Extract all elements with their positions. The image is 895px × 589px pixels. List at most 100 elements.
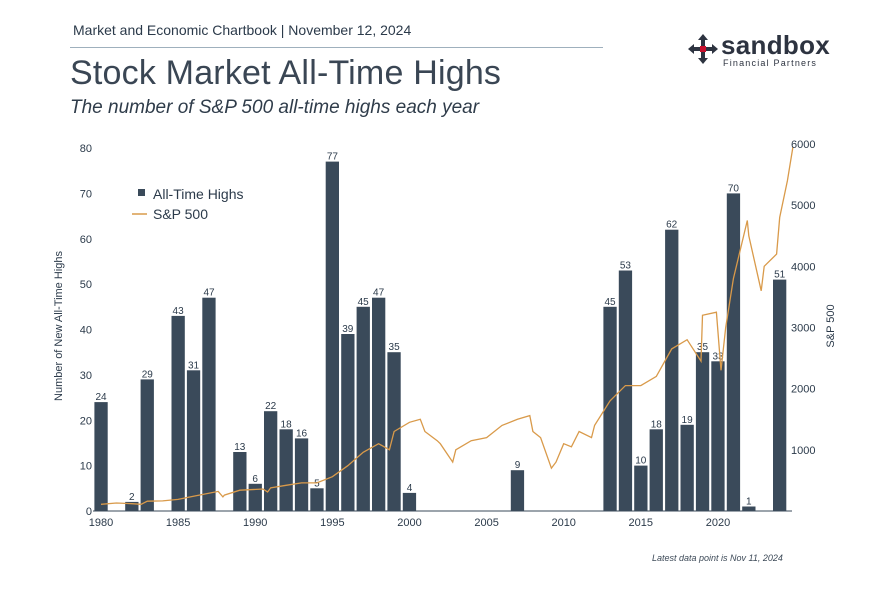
y2-axis-ticks: 1000 2000 3000 4000 5000 6000	[791, 139, 815, 457]
bar-1987	[202, 297, 216, 511]
bar-1995	[325, 161, 339, 511]
bar-label-1999: 35	[389, 342, 401, 353]
bar-label-1996: 39	[342, 324, 354, 335]
bar-2014	[618, 270, 633, 511]
y2-tick-5000: 5000	[791, 200, 815, 212]
bar-1983	[140, 379, 154, 511]
bar-2017	[665, 229, 679, 511]
bar-2000	[402, 492, 417, 511]
logo-name: sandbox	[721, 30, 831, 60]
y-tick-80: 80	[80, 143, 92, 155]
bar-label-1998: 47	[373, 288, 385, 299]
x-tick-1980: 1980	[89, 517, 113, 529]
x-tick-2015: 2015	[629, 517, 653, 529]
bar-label-1994: 5	[314, 478, 320, 489]
bar-1998	[372, 297, 386, 511]
bar-1986	[186, 370, 201, 511]
bar-label-2021: 70	[728, 183, 740, 194]
bar-1982	[125, 501, 139, 511]
chartbook-header: Market and Economic Chartbook | November…	[73, 22, 412, 38]
bar-label-2018: 19	[682, 415, 694, 426]
x-tick-1985: 1985	[166, 517, 190, 529]
bar-2024	[773, 279, 787, 511]
y2-tick-2000: 2000	[791, 384, 815, 396]
bar-label-2000: 4	[407, 483, 413, 494]
y-tick-50: 50	[80, 279, 92, 291]
bar-1985	[171, 315, 185, 511]
y-tick-60: 60	[80, 234, 92, 246]
bar-label-2007: 9	[515, 460, 521, 471]
bar-1993	[294, 438, 309, 511]
bar-2007	[510, 470, 525, 511]
bar-1991	[264, 411, 278, 511]
bar-label-1995: 77	[327, 152, 339, 163]
four-arrows-cross-icon	[688, 34, 718, 64]
x-tick-1990: 1990	[243, 517, 267, 529]
bar-label-1990: 6	[252, 474, 258, 485]
bar-2015	[634, 465, 648, 511]
y-axis-label: Number of New All-Time Highs	[53, 251, 65, 401]
x-tick-2000: 2000	[397, 517, 421, 529]
y-tick-70: 70	[80, 188, 92, 200]
bar-label-2024: 51	[774, 270, 786, 281]
bar-2019	[695, 352, 710, 511]
bar-1992	[279, 429, 293, 511]
bar-label-2020: 33	[712, 351, 724, 362]
logo-tagline: Financial Partners	[723, 58, 818, 68]
y-tick-20: 20	[80, 415, 92, 427]
y-tick-30: 30	[80, 370, 92, 382]
bar-label-1987: 47	[203, 288, 215, 299]
bar-1980	[94, 402, 108, 511]
logo: sandbox Financial Partners	[688, 30, 831, 72]
bar-label-2015: 10	[635, 456, 647, 467]
bar-label-1982: 2	[129, 492, 135, 503]
bar-label-1980: 24	[95, 392, 107, 403]
bar-1996	[341, 334, 355, 511]
bar-2022	[742, 506, 756, 511]
bar-label-2013: 45	[604, 297, 616, 308]
bar-label-2022: 1	[746, 497, 752, 508]
y2-axis-label: S&P 500	[825, 304, 837, 347]
bar-2016	[649, 429, 663, 511]
bar-1997	[356, 306, 370, 511]
footnote: Latest data point is Nov 11, 2024	[652, 553, 783, 563]
bar-series	[94, 161, 787, 511]
bar-label-2016: 18	[651, 419, 663, 430]
legend: All-Time Highs S&P 500	[132, 186, 244, 222]
bar-labels: 2422943314713622181657739454735494553101…	[95, 152, 785, 508]
legend-label-line: S&P 500	[153, 206, 208, 222]
y2-tick-6000: 6000	[791, 139, 815, 151]
x-tick-2010: 2010	[551, 517, 575, 529]
bar-1989	[233, 452, 247, 511]
sp500-line	[100, 146, 794, 505]
bar-label-2019: 35	[697, 342, 709, 353]
y-tick-10: 10	[80, 461, 92, 473]
y2-tick-4000: 4000	[791, 261, 815, 273]
bar-label-2014: 53	[620, 261, 632, 272]
bar-1990	[248, 483, 262, 511]
y-tick-0: 0	[86, 506, 92, 518]
bar-label-1993: 16	[296, 428, 308, 439]
page-subtitle: The number of S&P 500 all-time highs eac…	[70, 97, 480, 118]
bar-label-1989: 13	[234, 442, 246, 453]
y2-tick-1000: 1000	[791, 445, 815, 457]
x-tick-1995: 1995	[320, 517, 344, 529]
bar-label-1986: 31	[188, 360, 200, 371]
bar-label-2017: 62	[666, 220, 678, 231]
bar-1994	[310, 488, 324, 511]
bar-2020	[711, 361, 725, 511]
bar-label-1992: 18	[281, 419, 293, 430]
y-axis-ticks: 0 10 20 30 40 50 60 70 80	[80, 143, 92, 518]
legend-label-bars: All-Time Highs	[153, 186, 244, 202]
bar-label-1991: 22	[265, 401, 277, 412]
bar-2018	[680, 424, 694, 511]
page-title: Stock Market All-Time Highs	[70, 54, 502, 92]
x-axis-ticks: 1980 1985 1990 1995 2000 2005 2010 2015 2020	[89, 517, 730, 529]
bar-label-1985: 43	[173, 306, 185, 317]
x-tick-2020: 2020	[706, 517, 730, 529]
bar-label-1997: 45	[358, 297, 370, 308]
y2-tick-3000: 3000	[791, 323, 815, 335]
x-tick-2005: 2005	[474, 517, 498, 529]
bar-2013	[603, 306, 617, 511]
